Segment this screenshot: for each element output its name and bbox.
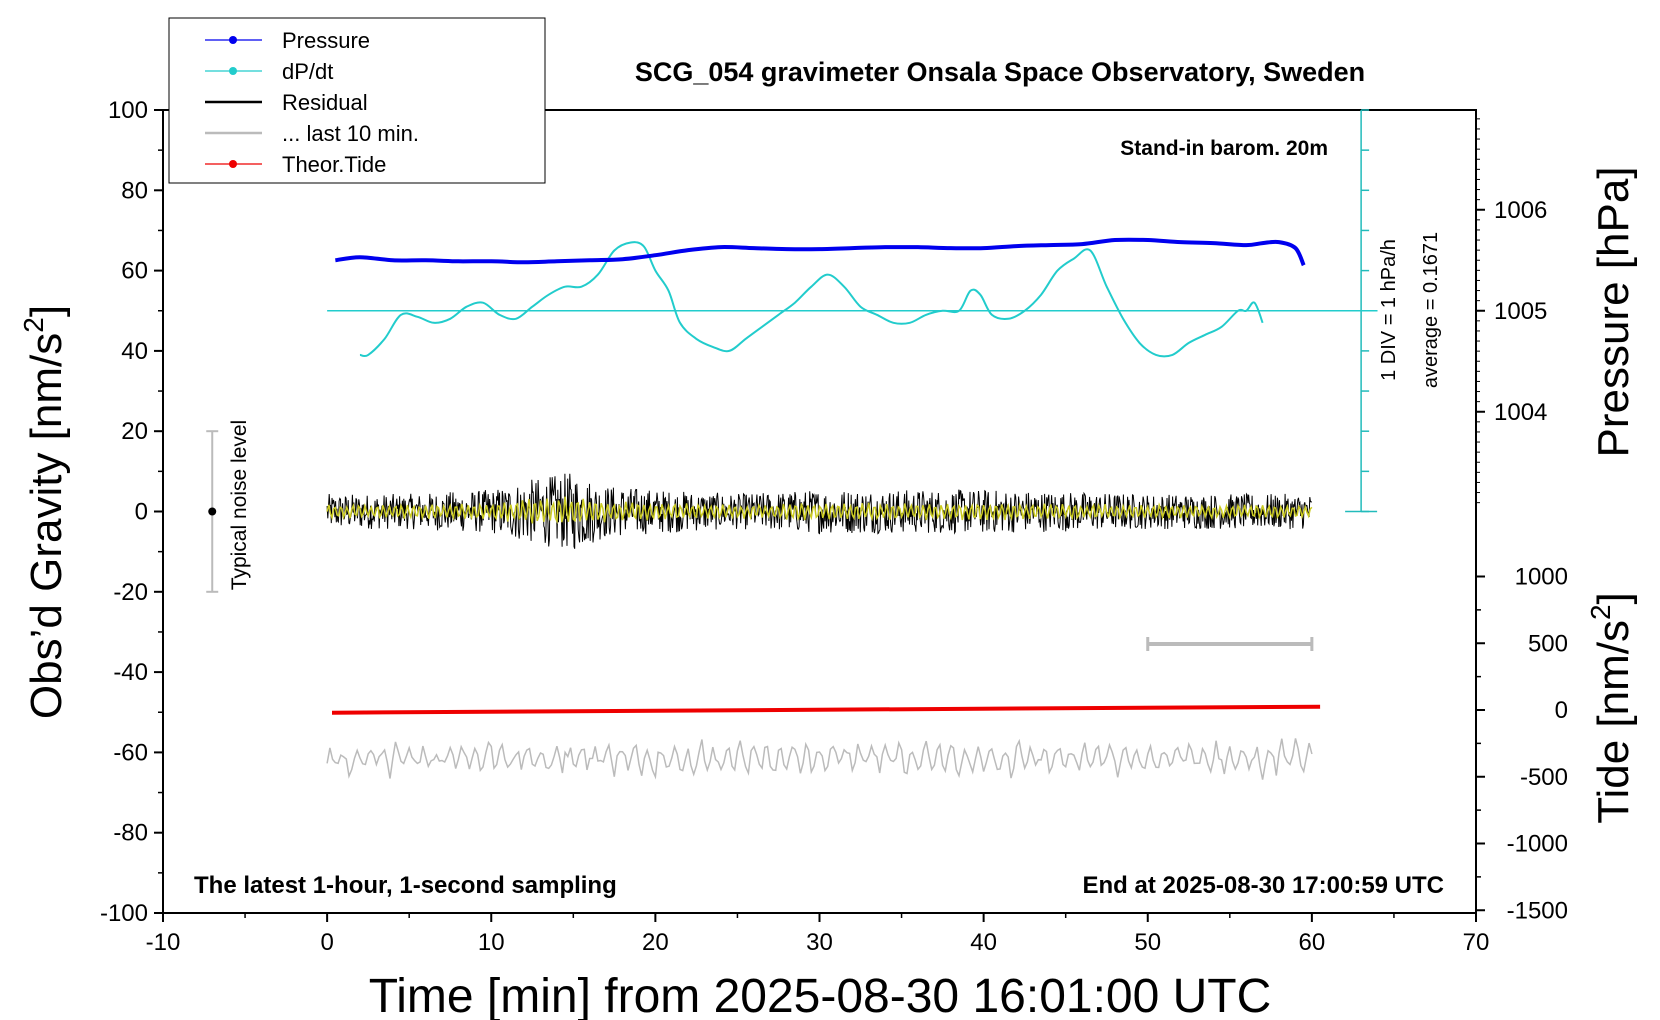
y-tick-label: -40 [113,659,148,686]
y-axis-tide: 1000 500 0 -500 -1000 -1500 [1476,564,1568,924]
tide-tick-label: -1500 [1507,897,1568,924]
tide-tick-label: 1000 [1515,564,1568,591]
x-tick-label: 40 [970,929,997,956]
pressure-tick-label: 1006 [1494,197,1547,224]
noise-level-bar [206,430,219,593]
noise-level-label: Typical noise level [228,420,251,590]
legend-marker [229,67,237,75]
x-tick-label: 10 [478,929,505,956]
y-tick-label: 80 [121,177,148,204]
legend-label: Pressure [282,28,370,53]
x-axis: -10 0 10 20 30 40 50 60 70 [146,913,1490,956]
residual-smoothed-line [326,496,1313,525]
tide-line [331,704,1321,715]
last10-line [326,738,1313,780]
y-axis-left: -100 -80 -60 -40 -20 0 20 40 60 80 100 [100,97,163,927]
y-tick-label: -60 [113,739,148,766]
div-label: 1 DIV = 1 hPa/h [1378,239,1400,381]
end-at-label: End at 2025-08-30 17:00:59 UTC [1083,872,1445,899]
y-tick-label: 0 [135,499,148,526]
tide-tick-label: 500 [1528,630,1568,657]
x-tick-label: -10 [146,929,181,956]
tide-tick-label: -500 [1520,764,1568,791]
legend-marker [229,36,237,44]
x-tick-label: 50 [1134,929,1161,956]
last10-span-bar [1146,636,1314,651]
y-tick-label: 100 [108,97,148,124]
pressure-tick-label: 1004 [1494,399,1547,426]
noise-bar-dot [208,507,217,516]
y-tick-label: 60 [121,258,148,285]
dpdt-line [359,241,1264,358]
pressure-line [335,237,1306,267]
legend-box [168,17,546,184]
legend-label: Residual [282,90,368,115]
y-axis-pressure: 1004 1005 1006 [1476,118,1547,504]
x-tick-label: 70 [1463,929,1490,956]
legend-label: ... last 10 min. [282,121,419,146]
x-axis-label: Time [min] from 2025-08-30 16:01:00 UTC [369,970,1272,1020]
x-tick-label: 20 [642,929,669,956]
legend-label: dP/dt [282,59,333,84]
y-tick-label: -80 [113,820,148,847]
stand-in-label: Stand-in barom. 20m [1120,137,1328,160]
chart-title: SCG_054 gravimeter Onsala Space Observat… [635,57,1365,87]
average-label: average = 0.1671 [1420,232,1442,388]
residual-line [326,473,1313,549]
y-axis-tide-label: Tide [nm/s2] [1585,592,1638,824]
y-tick-label: 40 [121,338,148,365]
y-tick-label: -20 [113,579,148,606]
x-tick-label: 60 [1299,929,1326,956]
series-layer [326,237,1378,780]
y-axis-pressure-label: Pressure [hPa] [1589,166,1638,457]
legend-label: Theor.Tide [282,152,386,177]
latest-label: The latest 1-hour, 1-second sampling [194,872,617,899]
legend: Pressure dP/dt Residual ... last 10 min. The… [168,17,546,184]
y-tick-label: -100 [100,900,148,927]
x-tick-label: 0 [320,929,333,956]
y-tick-label: 20 [121,418,148,445]
tide-tick-label: 0 [1555,697,1568,724]
pressure-tick-label: 1005 [1494,298,1547,325]
legend-marker [229,160,237,168]
tide-tick-label: -1000 [1507,831,1568,858]
y-axis-left-label: Obs’d Gravity [nm/s2] [18,305,71,719]
x-tick-label: 30 [806,929,833,956]
